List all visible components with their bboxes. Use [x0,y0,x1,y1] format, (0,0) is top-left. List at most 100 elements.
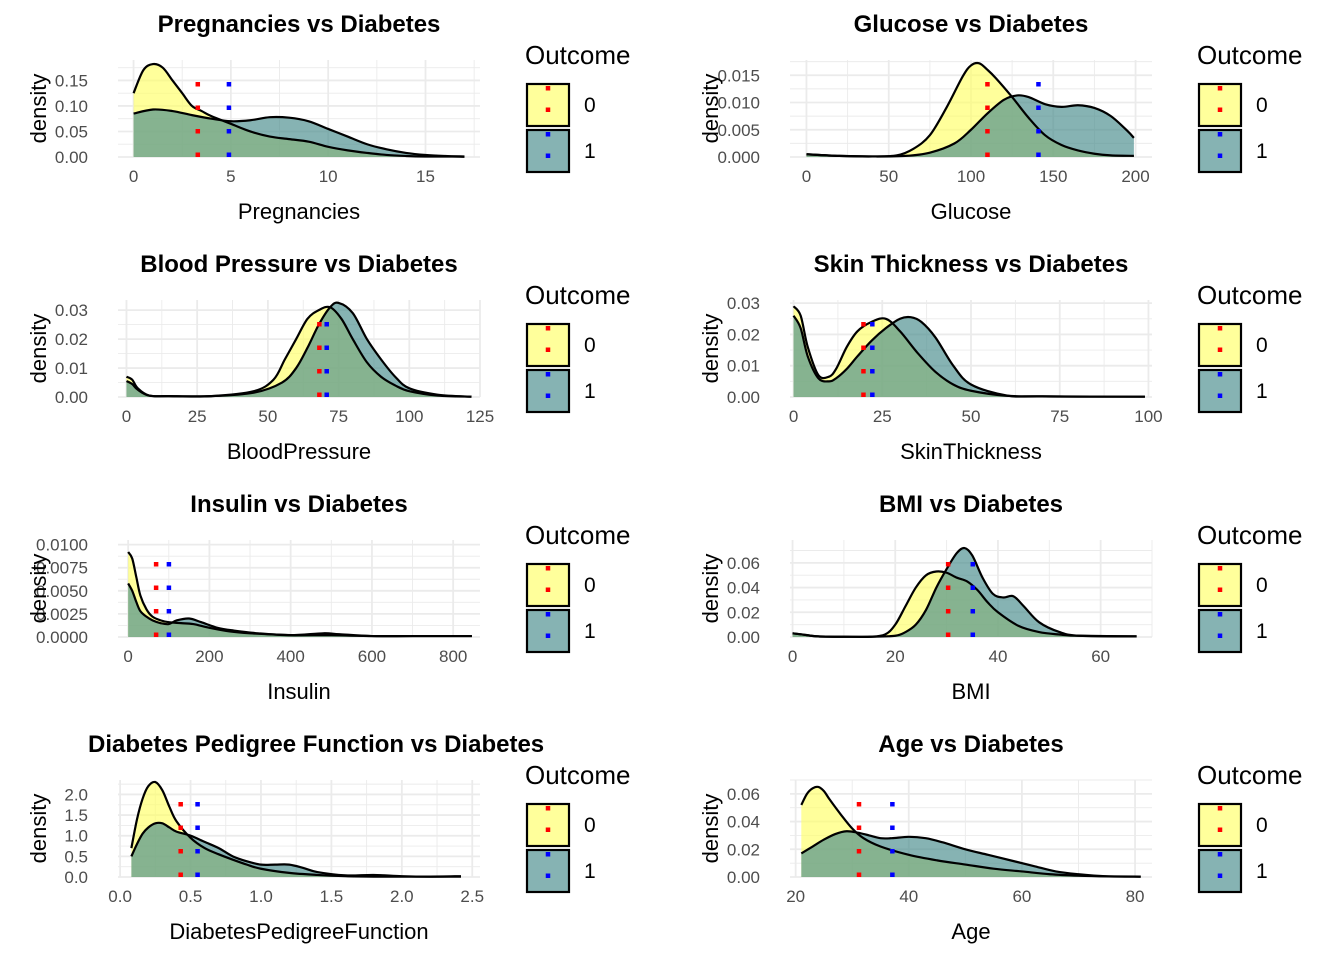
panel-2: 0 50 100 150 200 0.000 0.005 0.010 0.015 Glucose d… [698,11,1303,224]
legend-key-outcome-0 [525,562,571,608]
x-tick-label: 5 [226,167,235,186]
legend: Outcome 0 1 [1197,760,1303,894]
x-tick-label: 1.0 [249,887,273,906]
y-tick-label: 0.02 [55,330,88,349]
y-tick-label: 1.5 [64,806,88,825]
x-tick-label: 20 [886,647,905,666]
y-tick-label: 1.0 [64,827,88,846]
panel-title: BMI vs Diabetes [879,491,1063,518]
density-area-outcome-1 [793,315,1145,397]
y-axis-title: density [26,74,51,144]
density-curve-outcome-0 [127,551,472,638]
legend-title: Outcome [1197,40,1303,70]
panel-4: 0 25 50 75 100 0.00 0.01 0.02 0.03 SkinThickness d… [698,251,1303,464]
y-tick-label: 0.15 [55,71,88,90]
y-tick-label: 0.01 [727,357,760,376]
x-tick-label: 60 [1012,887,1031,906]
density-curve-outcome-0 [132,62,465,158]
legend-label: 1 [1256,860,1268,883]
legend-label: 0 [1256,334,1268,357]
legend-label: 0 [1256,94,1268,117]
legend-key-outcome-0 [525,82,571,128]
legend-label: 0 [584,94,596,117]
legend-title: Outcome [1197,760,1303,790]
y-tick-label: 0.010 [717,94,760,113]
x-tick-label: 25 [188,407,207,426]
legend-label: 0 [584,814,596,837]
legend-label: 0 [584,334,596,357]
legend-key-outcome-1 [1197,608,1243,654]
density-area-outcome-0 [126,306,472,397]
density-curve-outcome-1 [806,94,1135,158]
density-area-outcome-1 [792,547,1137,637]
x-tick-label: 40 [899,887,918,906]
legend: Outcome 0 1 [1197,520,1303,654]
legend-label: 1 [584,620,596,643]
x-tick-label: 2.0 [390,887,414,906]
y-axis-title: density [698,314,723,384]
x-tick-label: 200 [195,647,223,666]
x-tick-label: 100 [395,407,423,426]
x-tick-label: 75 [1050,407,1069,426]
legend-label: 0 [1256,574,1268,597]
x-axis-title: Age [951,919,990,944]
y-tick-label: 0.0050 [36,582,88,601]
panel-title: Insulin vs Diabetes [190,491,407,518]
panel-title: Blood Pressure vs Diabetes [140,251,457,278]
y-tick-label: 0.03 [55,301,88,320]
x-tick-label: 0.0 [108,887,132,906]
x-axis-title: BMI [951,679,990,704]
legend-title: Outcome [1197,280,1303,310]
density-area-outcome-1 [133,109,465,157]
x-tick-label: 75 [329,407,348,426]
x-tick-label: 50 [879,167,898,186]
density-area-outcome-1 [801,831,1141,877]
density-curve-outcome-1 [800,830,1141,878]
legend-title: Outcome [525,40,631,70]
y-tick-label: 0.01 [55,359,88,378]
y-tick-label: 0.5 [64,847,88,866]
y-tick-label: 0.00 [55,388,88,407]
x-tick-label: 200 [1121,167,1149,186]
legend-key-outcome-1 [1197,848,1243,894]
density-curve-outcome-1 [130,821,461,878]
y-tick-label: 0.0000 [36,628,88,647]
legend-key-outcome-1 [525,128,571,174]
density-area-outcome-1 [131,822,461,877]
legend-key-outcome-0 [1197,82,1243,128]
panel-title: Glucose vs Diabetes [854,11,1089,38]
x-axis-title: DiabetesPedigreeFunction [169,919,428,944]
legend-key-outcome-0 [525,322,571,368]
legend-label: 1 [1256,140,1268,163]
x-tick-label: 1.5 [320,887,344,906]
legend-key-outcome-1 [525,608,571,654]
y-tick-label: 0.015 [717,66,760,85]
legend-key-outcome-0 [525,802,571,848]
legend-title: Outcome [525,760,631,790]
y-tick-label: 2.0 [64,785,88,804]
x-tick-label: 125 [466,407,494,426]
y-tick-label: 0.04 [727,579,760,598]
legend: Outcome 0 1 [1197,280,1303,414]
x-tick-label: 10 [319,167,338,186]
legend-label: 0 [1256,814,1268,837]
legend-key-outcome-1 [1197,128,1243,174]
y-tick-label: 0.02 [727,325,760,344]
panel-8: 20 40 60 80 0.00 0.02 0.04 0.06 Age density Age vs… [698,731,1303,944]
x-tick-label: 0 [122,407,131,426]
y-tick-label: 0.04 [727,813,760,832]
y-axis-title: density [26,554,51,624]
panel-title: Pregnancies vs Diabetes [158,11,441,38]
y-tick-label: 0.00 [727,868,760,887]
x-tick-label: 150 [1039,167,1067,186]
x-tick-label: 50 [962,407,981,426]
y-tick-label: 0.00 [55,148,88,167]
y-tick-label: 0.06 [727,785,760,804]
density-area-outcome-0 [806,62,1134,157]
x-tick-label: 0 [788,647,797,666]
legend: Outcome 0 1 [525,520,631,654]
x-tick-label: 50 [258,407,277,426]
panel-1: 0 5 10 150.000.050.100.15Pregnanciesdensity… [26,11,631,224]
y-tick-label: 0.03 [727,294,760,313]
